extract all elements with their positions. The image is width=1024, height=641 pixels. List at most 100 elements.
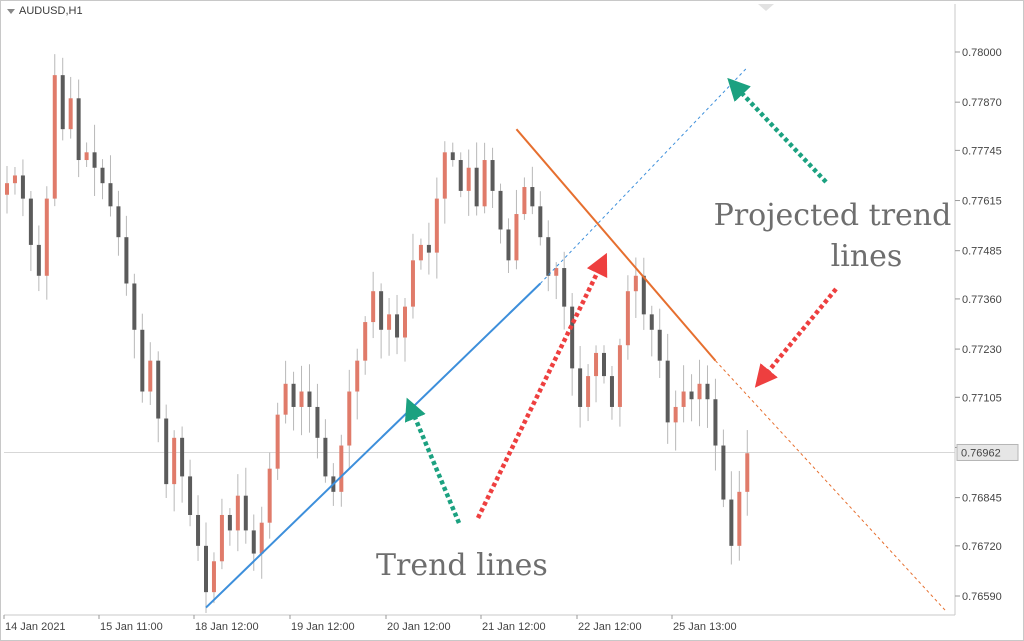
- candle[interactable]: [275, 402, 280, 480]
- candle[interactable]: [355, 348, 360, 420]
- candle[interactable]: [403, 297, 407, 362]
- candle[interactable]: [490, 147, 495, 208]
- candle[interactable]: [371, 271, 376, 339]
- trend-lines-layer[interactable]: [205, 67, 947, 612]
- candle[interactable]: [140, 313, 145, 403]
- symbol-label[interactable]: AUDUSD,H1: [7, 5, 83, 17]
- candle[interactable]: [68, 76, 73, 139]
- candle[interactable]: [522, 177, 527, 220]
- candle[interactable]: [442, 141, 447, 224]
- candle[interactable]: [498, 183, 503, 244]
- candle[interactable]: [227, 508, 232, 546]
- candle[interactable]: [156, 351, 161, 443]
- candle[interactable]: [538, 191, 543, 246]
- candle[interactable]: [681, 365, 686, 423]
- candle[interactable]: [196, 495, 201, 561]
- candle[interactable]: [450, 142, 455, 167]
- candle[interactable]: [92, 124, 97, 196]
- candle[interactable]: [307, 364, 312, 433]
- candle[interactable]: [339, 434, 344, 507]
- candle[interactable]: [482, 142, 487, 214]
- candle[interactable]: [363, 316, 368, 375]
- candle[interactable]: [713, 378, 718, 471]
- candle[interactable]: [148, 342, 153, 405]
- candle[interactable]: [180, 426, 185, 503]
- candle[interactable]: [60, 57, 65, 141]
- candle[interactable]: [458, 152, 463, 198]
- candle[interactable]: [204, 522, 208, 614]
- candle[interactable]: [164, 404, 169, 499]
- down-trend-line[interactable]: [515, 128, 717, 362]
- candle[interactable]: [283, 360, 288, 424]
- candle[interactable]: [387, 298, 392, 356]
- candle[interactable]: [506, 218, 511, 273]
- candle[interactable]: [132, 273, 137, 359]
- candle[interactable]: [36, 225, 41, 292]
- candle[interactable]: [124, 215, 129, 296]
- candle[interactable]: [52, 54, 57, 207]
- projected-down-trend-line[interactable]: [715, 360, 947, 612]
- candle[interactable]: [235, 474, 240, 552]
- candle[interactable]: [395, 294, 400, 355]
- price-axis[interactable]: 0.78000 0.77870 0.77745 0.77615 0.77485 0.773…: [955, 47, 1019, 603]
- candle[interactable]: [641, 257, 646, 330]
- candle[interactable]: [76, 79, 81, 178]
- candle[interactable]: [705, 365, 710, 428]
- candle[interactable]: [554, 262, 559, 300]
- candle[interactable]: [243, 467, 248, 544]
- candle[interactable]: [649, 305, 654, 357]
- candle[interactable]: [315, 383, 320, 459]
- candle[interactable]: [172, 430, 177, 512]
- candle[interactable]: [625, 275, 630, 360]
- candle[interactable]: [657, 308, 662, 378]
- candle[interactable]: [697, 359, 702, 427]
- candle[interactable]: [259, 506, 264, 579]
- candle[interactable]: [721, 429, 726, 508]
- candle[interactable]: [299, 365, 304, 436]
- candle[interactable]: [418, 238, 423, 270]
- candle[interactable]: [100, 159, 105, 200]
- candle[interactable]: [530, 166, 535, 215]
- candle[interactable]: [466, 149, 471, 216]
- up-trend-line[interactable]: [205, 282, 542, 609]
- candle[interactable]: [28, 191, 33, 272]
- candle[interactable]: [116, 190, 121, 256]
- candle[interactable]: [5, 166, 9, 214]
- time-axis[interactable]: 14 Jan 2021 15 Jan 11:00 18 Jan 12:00 19 Ja…: [3, 615, 737, 633]
- candle[interactable]: [291, 371, 296, 431]
- candle[interactable]: [609, 365, 614, 420]
- candle[interactable]: [673, 390, 678, 451]
- plot-area[interactable]: [4, 54, 955, 614]
- candle[interactable]: [323, 419, 328, 483]
- projected-up-trend-line[interactable]: [539, 67, 748, 284]
- candle[interactable]: [745, 430, 750, 516]
- candle[interactable]: [211, 552, 216, 604]
- candle[interactable]: [188, 459, 193, 527]
- candle[interactable]: [546, 220, 551, 292]
- candle[interactable]: [602, 345, 606, 384]
- candle[interactable]: [729, 471, 734, 565]
- dropdown-triangle-icon[interactable]: [7, 8, 15, 14]
- candle[interactable]: [434, 177, 439, 279]
- candle[interactable]: [586, 364, 591, 422]
- candle[interactable]: [44, 186, 49, 300]
- candle[interactable]: [617, 338, 622, 427]
- candle[interactable]: [474, 142, 479, 216]
- candle[interactable]: [84, 142, 89, 167]
- candle[interactable]: [689, 374, 694, 422]
- candle[interactable]: [379, 283, 384, 359]
- candle[interactable]: [737, 470, 742, 561]
- candle[interactable]: [570, 293, 575, 396]
- candle[interactable]: [578, 345, 583, 428]
- candle[interactable]: [347, 369, 352, 469]
- candle[interactable]: [665, 333, 670, 444]
- candle[interactable]: [20, 159, 25, 217]
- candle[interactable]: [594, 345, 599, 403]
- candle[interactable]: [267, 452, 272, 539]
- candle[interactable]: [108, 155, 113, 217]
- candle[interactable]: [562, 251, 567, 330]
- candle[interactable]: [12, 167, 17, 195]
- candle[interactable]: [410, 233, 415, 319]
